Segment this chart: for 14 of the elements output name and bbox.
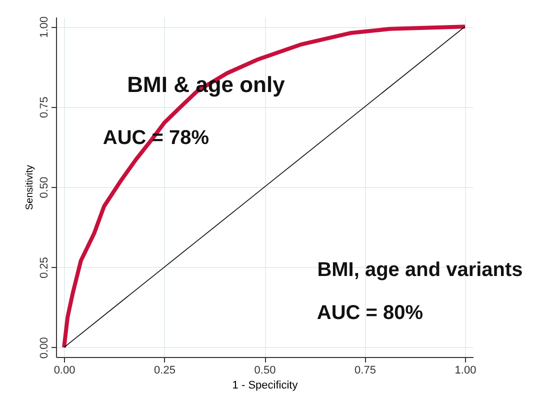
x-tick-label: 0.25 (154, 364, 176, 376)
x-tick-label: 1.00 (454, 364, 476, 376)
y-tick-label: 0.25 (38, 256, 50, 278)
x-axis-title: 1 - Specificity (232, 380, 298, 392)
y-tick-label: 0.75 (38, 96, 50, 118)
y-tick-label: 1.00 (38, 16, 50, 38)
y-axis-title: Sensitivity (24, 164, 36, 210)
x-tick-label: 0.75 (354, 364, 376, 376)
x-tick-label: 0.00 (54, 364, 76, 376)
y-tick-label: 0.00 (38, 337, 50, 359)
y-tick-label: 0.50 (38, 176, 50, 198)
x-tick-label: 0.50 (254, 364, 276, 376)
annotation: BMI, age and variants (317, 259, 523, 281)
annotation: AUC = 80% (316, 302, 424, 324)
